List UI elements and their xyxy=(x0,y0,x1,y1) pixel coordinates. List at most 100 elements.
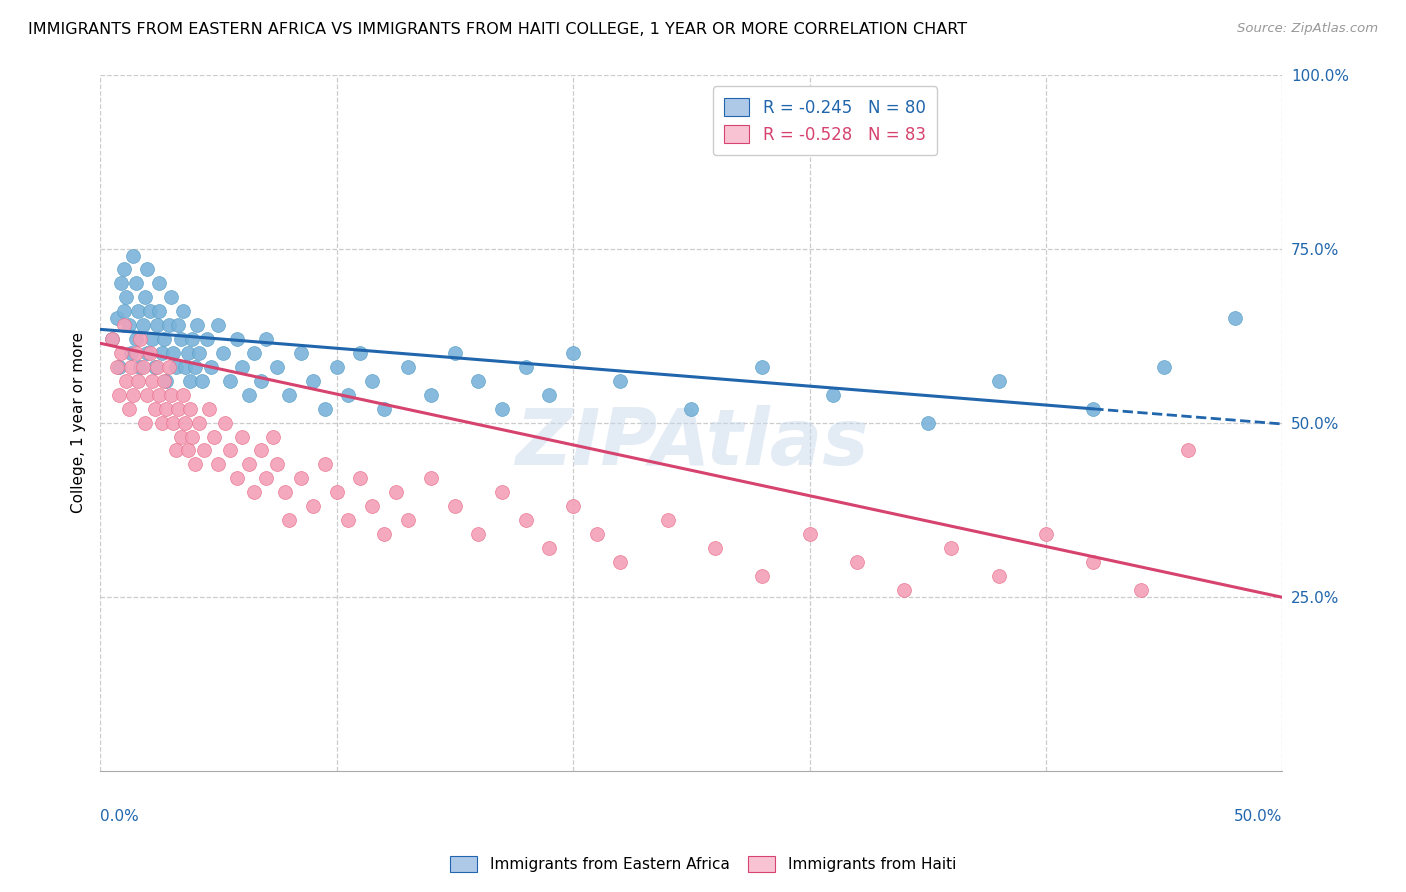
Point xyxy=(136,262,159,277)
Point xyxy=(148,304,170,318)
Point xyxy=(160,290,183,304)
Point xyxy=(562,499,585,513)
Point xyxy=(515,359,537,374)
Point xyxy=(186,318,208,333)
Text: 50.0%: 50.0% xyxy=(1234,809,1282,824)
Point xyxy=(131,359,153,374)
Point xyxy=(207,458,229,472)
Point xyxy=(188,416,211,430)
Point xyxy=(105,359,128,374)
Point xyxy=(1177,443,1199,458)
Point xyxy=(290,471,312,485)
Point xyxy=(609,374,631,388)
Point xyxy=(845,555,868,569)
Point xyxy=(181,429,204,443)
Point xyxy=(219,374,242,388)
Point xyxy=(129,332,152,346)
Point xyxy=(266,458,288,472)
Point xyxy=(169,429,191,443)
Point xyxy=(467,374,489,388)
Point xyxy=(290,346,312,360)
Point xyxy=(110,277,132,291)
Point xyxy=(146,359,169,374)
Point xyxy=(124,346,146,360)
Point xyxy=(157,359,180,374)
Point xyxy=(108,359,131,374)
Point xyxy=(148,388,170,402)
Point xyxy=(134,416,156,430)
Text: Source: ZipAtlas.com: Source: ZipAtlas.com xyxy=(1237,22,1378,36)
Point xyxy=(751,359,773,374)
Point xyxy=(941,541,963,555)
Point xyxy=(273,485,295,500)
Point xyxy=(162,416,184,430)
Point xyxy=(231,359,253,374)
Point xyxy=(167,401,190,416)
Point xyxy=(823,388,845,402)
Point xyxy=(112,318,135,333)
Y-axis label: College, 1 year or more: College, 1 year or more xyxy=(72,332,86,513)
Point xyxy=(231,429,253,443)
Point xyxy=(155,374,177,388)
Point xyxy=(160,388,183,402)
Point xyxy=(337,513,360,527)
Point xyxy=(176,346,198,360)
Point xyxy=(314,458,336,472)
Point xyxy=(396,513,419,527)
Point xyxy=(609,555,631,569)
Point xyxy=(1035,527,1057,541)
Point xyxy=(443,499,465,513)
Point xyxy=(337,388,360,402)
Point xyxy=(325,359,347,374)
Point xyxy=(491,401,513,416)
Point xyxy=(384,485,406,500)
Point xyxy=(538,541,561,555)
Point xyxy=(361,499,384,513)
Point xyxy=(146,318,169,333)
Point xyxy=(254,471,277,485)
Point xyxy=(349,346,371,360)
Point xyxy=(101,332,124,346)
Point xyxy=(657,513,679,527)
Point xyxy=(987,374,1010,388)
Point xyxy=(124,332,146,346)
Point xyxy=(172,304,194,318)
Point xyxy=(134,290,156,304)
Point xyxy=(226,471,249,485)
Point xyxy=(302,499,325,513)
Point xyxy=(538,388,561,402)
Point xyxy=(105,311,128,326)
Point xyxy=(110,346,132,360)
Point xyxy=(893,582,915,597)
Point xyxy=(174,359,197,374)
Point xyxy=(562,346,585,360)
Point xyxy=(193,443,215,458)
Text: ZIPAtlas: ZIPAtlas xyxy=(515,406,868,482)
Point xyxy=(1129,582,1152,597)
Point xyxy=(153,332,176,346)
Point xyxy=(250,443,273,458)
Point xyxy=(987,568,1010,582)
Point xyxy=(129,359,152,374)
Point xyxy=(420,471,443,485)
Point xyxy=(226,332,249,346)
Point xyxy=(420,388,443,402)
Point xyxy=(139,304,162,318)
Point xyxy=(150,416,173,430)
Point xyxy=(214,416,236,430)
Point xyxy=(266,359,288,374)
Point xyxy=(117,401,139,416)
Point xyxy=(314,401,336,416)
Point xyxy=(361,374,384,388)
Legend: R = -0.245   N = 80, R = -0.528   N = 83: R = -0.245 N = 80, R = -0.528 N = 83 xyxy=(713,87,938,155)
Point xyxy=(254,332,277,346)
Point xyxy=(165,443,187,458)
Point xyxy=(172,388,194,402)
Point xyxy=(198,401,221,416)
Point xyxy=(122,248,145,262)
Point xyxy=(124,277,146,291)
Point xyxy=(396,359,419,374)
Point xyxy=(165,359,187,374)
Point xyxy=(278,388,301,402)
Point xyxy=(155,401,177,416)
